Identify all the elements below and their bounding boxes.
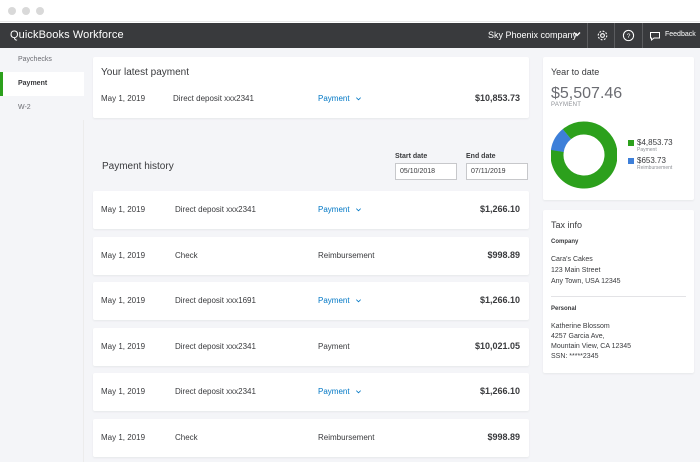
chevron-down-icon[interactable]	[355, 95, 362, 102]
tax-divider	[551, 296, 686, 297]
row-amount: $10,021.05	[474, 341, 520, 351]
row-date: May 1, 2019	[101, 387, 146, 396]
row-date: May 1, 2019	[101, 251, 146, 260]
row-type: Payment	[318, 342, 350, 351]
row-amount: $1,266.10	[479, 295, 520, 305]
row-date: May 1, 2019	[101, 296, 146, 305]
sidebar-background	[0, 120, 84, 462]
latest-payment-card: Your latest payment May 1, 2019 Direct d…	[93, 57, 529, 118]
payment-history-header: Payment history Start date End date	[93, 145, 529, 187]
row-type-link[interactable]: Payment	[318, 387, 350, 396]
window-titlebar	[0, 0, 700, 22]
row-amount: $1,266.10	[479, 204, 520, 214]
chevron-down-icon[interactable]	[355, 297, 362, 304]
personal-ssn: SSN: *****2345	[551, 353, 599, 360]
row-description: Direct deposit xxx2341	[175, 205, 256, 214]
help-icon[interactable]: ?	[622, 29, 635, 42]
row-amount: $1,266.10	[479, 386, 520, 396]
company-city: Any Town, USA 12345	[551, 278, 621, 285]
feedback-icon[interactable]	[649, 30, 661, 42]
row-amount: $998.89	[487, 432, 520, 442]
company-heading: Company	[551, 239, 579, 245]
row-type: Reimbursement	[318, 433, 375, 442]
latest-payment-title: Your latest payment	[101, 67, 190, 78]
window-close-dot[interactable]	[8, 7, 16, 15]
row-description: Direct deposit xxx1691	[175, 296, 256, 305]
start-date-input[interactable]	[395, 163, 457, 180]
row-date: May 1, 2019	[101, 342, 146, 351]
donut-segment-payment	[551, 121, 617, 189]
app-header: QuickBooks Workforce Sky Phoenix company…	[0, 23, 700, 48]
header-divider	[642, 23, 643, 48]
row-type-link[interactable]: Payment	[318, 296, 350, 305]
personal-name: Katherine Blossom	[551, 323, 610, 330]
sidebar-item-w2[interactable]: W-2	[0, 96, 84, 120]
legend-swatch-payment	[628, 140, 634, 146]
payment-history-title: Payment history	[102, 161, 174, 172]
chevron-down-icon[interactable]	[355, 206, 362, 213]
end-date-input[interactable]	[466, 163, 528, 180]
ytd-card: Year to date $5,507.46 PAYMENT $4,853.73…	[543, 57, 694, 200]
payment-history-row[interactable]: May 1, 2019 Direct deposit xxx1691 Payment…	[93, 282, 529, 320]
sidebar-item-paychecks[interactable]: Paychecks	[0, 48, 84, 72]
legend-swatch-reimbursement	[628, 158, 634, 164]
personal-street: 4257 Garcia Ave,	[551, 333, 605, 340]
row-description: Direct deposit xxx2341	[175, 342, 256, 351]
ytd-title: Year to date	[551, 67, 600, 77]
sidebar-item-label: Payment	[18, 80, 48, 87]
svg-text:?: ?	[627, 33, 631, 40]
payment-type-link[interactable]: Payment	[318, 94, 350, 103]
legend-label-reimbursement: Reimbursement	[637, 165, 673, 171]
legend-value-payment: $4,853.73	[637, 138, 673, 147]
company-selector[interactable]: Sky Phoenix company	[488, 30, 578, 40]
feedback-link[interactable]: Feedback	[665, 31, 696, 38]
tax-info-title: Tax info	[551, 220, 583, 230]
row-description: Direct deposit xxx2341	[175, 387, 256, 396]
app-brand[interactable]: QuickBooks Workforce	[10, 29, 124, 41]
payment-history-row[interactable]: May 1, 2019 Check Reimbursement $998.89	[93, 419, 529, 457]
chevron-down-icon[interactable]	[572, 29, 582, 39]
row-type: Reimbursement	[318, 251, 375, 260]
sidebar-nav: Paychecks Payment W-2	[0, 48, 84, 120]
ytd-subtitle: PAYMENT	[551, 102, 582, 108]
row-type-link[interactable]: Payment	[318, 205, 350, 214]
end-date-label: End date	[466, 153, 496, 160]
window-minimize-dot[interactable]	[22, 7, 30, 15]
window-maximize-dot[interactable]	[36, 7, 44, 15]
personal-heading: Personal	[551, 306, 577, 312]
company-street: 123 Main Street	[551, 267, 601, 274]
row-date: May 1, 2019	[101, 205, 146, 214]
payment-history-row[interactable]: May 1, 2019 Check Reimbursement $998.89	[93, 237, 529, 275]
chevron-down-icon[interactable]	[355, 388, 362, 395]
legend-label-payment: Payment	[637, 147, 657, 153]
start-date-label: Start date	[395, 153, 428, 160]
row-amount: $998.89	[487, 250, 520, 260]
gear-icon[interactable]	[596, 29, 609, 42]
tax-info-card: Tax info Company Cara's Cakes 123 Main S…	[543, 210, 694, 373]
sidebar-item-payment[interactable]: Payment	[0, 72, 84, 96]
ytd-amount: $5,507.46	[551, 85, 623, 102]
row-description: Check	[175, 251, 198, 260]
legend-value-reimbursement: $653.73	[637, 156, 666, 165]
payment-date: May 1, 2019	[101, 94, 146, 103]
header-divider	[614, 23, 615, 48]
company-name: Cara's Cakes	[551, 256, 593, 263]
sidebar-item-label: W-2	[18, 104, 31, 111]
header-divider	[587, 23, 588, 48]
personal-city: Mountain View, CA 12345	[551, 343, 632, 350]
payment-history-row[interactable]: May 1, 2019 Direct deposit xxx2341 Payment…	[93, 373, 529, 411]
sidebar-item-label: Paychecks	[18, 56, 52, 63]
payment-history-row[interactable]: May 1, 2019 Direct deposit xxx2341 Payment…	[93, 191, 529, 229]
payment-history-row[interactable]: May 1, 2019 Direct deposit xxx2341 Payment…	[93, 328, 529, 366]
payment-description: Direct deposit xxx2341	[173, 94, 254, 103]
row-description: Check	[175, 433, 198, 442]
payment-amount: $10,853.73	[474, 93, 520, 103]
ytd-donut-chart	[551, 121, 617, 189]
row-date: May 1, 2019	[101, 433, 146, 442]
